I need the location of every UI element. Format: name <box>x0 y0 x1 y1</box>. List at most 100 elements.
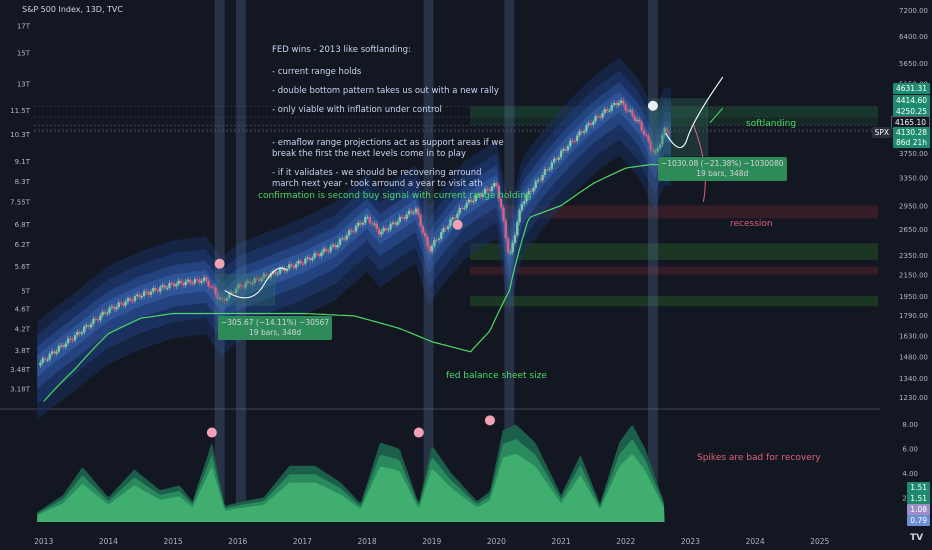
right-axis-tick: 1480.00 <box>899 353 928 361</box>
candle <box>281 268 284 270</box>
candle <box>555 158 558 160</box>
candle <box>170 283 173 285</box>
candle <box>463 207 466 209</box>
candle <box>384 228 388 231</box>
candle <box>430 245 434 252</box>
candle <box>96 319 100 321</box>
candle <box>550 162 554 169</box>
candle <box>442 228 445 233</box>
left-axis-tick: 5.6T <box>15 263 31 271</box>
price-tag-2: 4414.60 <box>892 95 930 106</box>
candle <box>534 181 537 189</box>
candle <box>122 303 125 306</box>
candle <box>57 345 61 352</box>
candle <box>235 288 238 294</box>
candle <box>251 283 254 285</box>
candle <box>276 273 279 275</box>
candle <box>465 202 468 208</box>
left-axis-tick: 10.3T <box>10 131 31 139</box>
candle <box>622 100 625 105</box>
candle <box>578 131 581 136</box>
candle <box>216 294 220 299</box>
left-axis-tick: 3.18T <box>10 386 31 394</box>
candle <box>546 169 549 171</box>
candle <box>603 109 607 114</box>
candle <box>83 326 86 333</box>
x-axis-tick: 2017 <box>293 537 312 546</box>
candle <box>115 307 118 310</box>
candle <box>301 263 305 265</box>
candle <box>518 210 521 223</box>
note-line-2: - double bottom pattern takes us out wit… <box>272 86 499 96</box>
candle <box>202 277 206 282</box>
candle <box>320 252 323 257</box>
candle <box>218 298 222 300</box>
indicator-tag-2: 1.51 <box>907 493 930 504</box>
left-axis-tick: 8.3T <box>15 178 31 186</box>
support-zone-2 <box>470 205 878 219</box>
candle <box>244 282 247 288</box>
candle <box>59 345 63 347</box>
candle <box>573 140 577 142</box>
candle <box>43 358 47 360</box>
candle <box>198 279 201 283</box>
candle <box>221 298 224 300</box>
candle <box>324 248 328 251</box>
candle <box>278 268 282 274</box>
candle <box>239 284 243 287</box>
candle <box>182 283 185 286</box>
candle <box>50 351 54 355</box>
candle <box>350 230 353 232</box>
left-axis-tick: 6.2T <box>15 241 31 249</box>
candle <box>398 216 402 222</box>
candle <box>488 189 491 192</box>
candle <box>311 258 314 261</box>
candle <box>147 292 150 295</box>
x-axis-tick: 2024 <box>746 537 765 546</box>
indicator-axis-tick: 4.00 <box>902 470 918 478</box>
candle <box>589 123 593 125</box>
candle <box>78 331 81 334</box>
measure-box-2022 <box>650 98 709 157</box>
candle <box>175 284 178 287</box>
candle <box>112 306 116 310</box>
candle <box>253 278 256 284</box>
right-axis-tick: 5650.00 <box>899 60 928 68</box>
candle <box>412 212 415 214</box>
spikes-note: Spikes are bad for recovery <box>697 453 821 463</box>
candle <box>571 140 574 142</box>
left-axis-tick: 7.55T <box>10 198 31 206</box>
candle <box>191 283 194 285</box>
candle <box>453 217 457 219</box>
candle <box>101 311 104 316</box>
tradingview-logo: TV <box>910 533 924 543</box>
candle <box>103 311 107 314</box>
candle <box>248 281 252 285</box>
vertical-marker-3 <box>504 0 515 522</box>
right-axis-tick: 2950.00 <box>899 202 928 210</box>
candle <box>159 287 162 292</box>
candle <box>133 296 137 301</box>
support-zone-3 <box>470 243 878 260</box>
candle <box>458 207 461 214</box>
candle <box>119 302 123 304</box>
vertical-marker-4 <box>647 0 658 522</box>
x-axis-tick: 2020 <box>487 537 506 546</box>
x-axis-tick: 2022 <box>616 537 635 546</box>
candle <box>106 312 109 314</box>
left-axis-tick: 15T <box>17 49 31 57</box>
candle <box>315 253 319 255</box>
candle <box>246 281 249 283</box>
candle <box>131 300 134 302</box>
measure-label-2015-line2: 19 bars, 348d <box>249 328 302 337</box>
candle <box>638 119 641 122</box>
candle <box>258 278 261 282</box>
candle <box>283 268 286 272</box>
candle <box>361 222 365 225</box>
candle <box>297 260 300 264</box>
candle <box>569 140 572 147</box>
candle <box>479 194 482 197</box>
candle <box>85 325 88 327</box>
